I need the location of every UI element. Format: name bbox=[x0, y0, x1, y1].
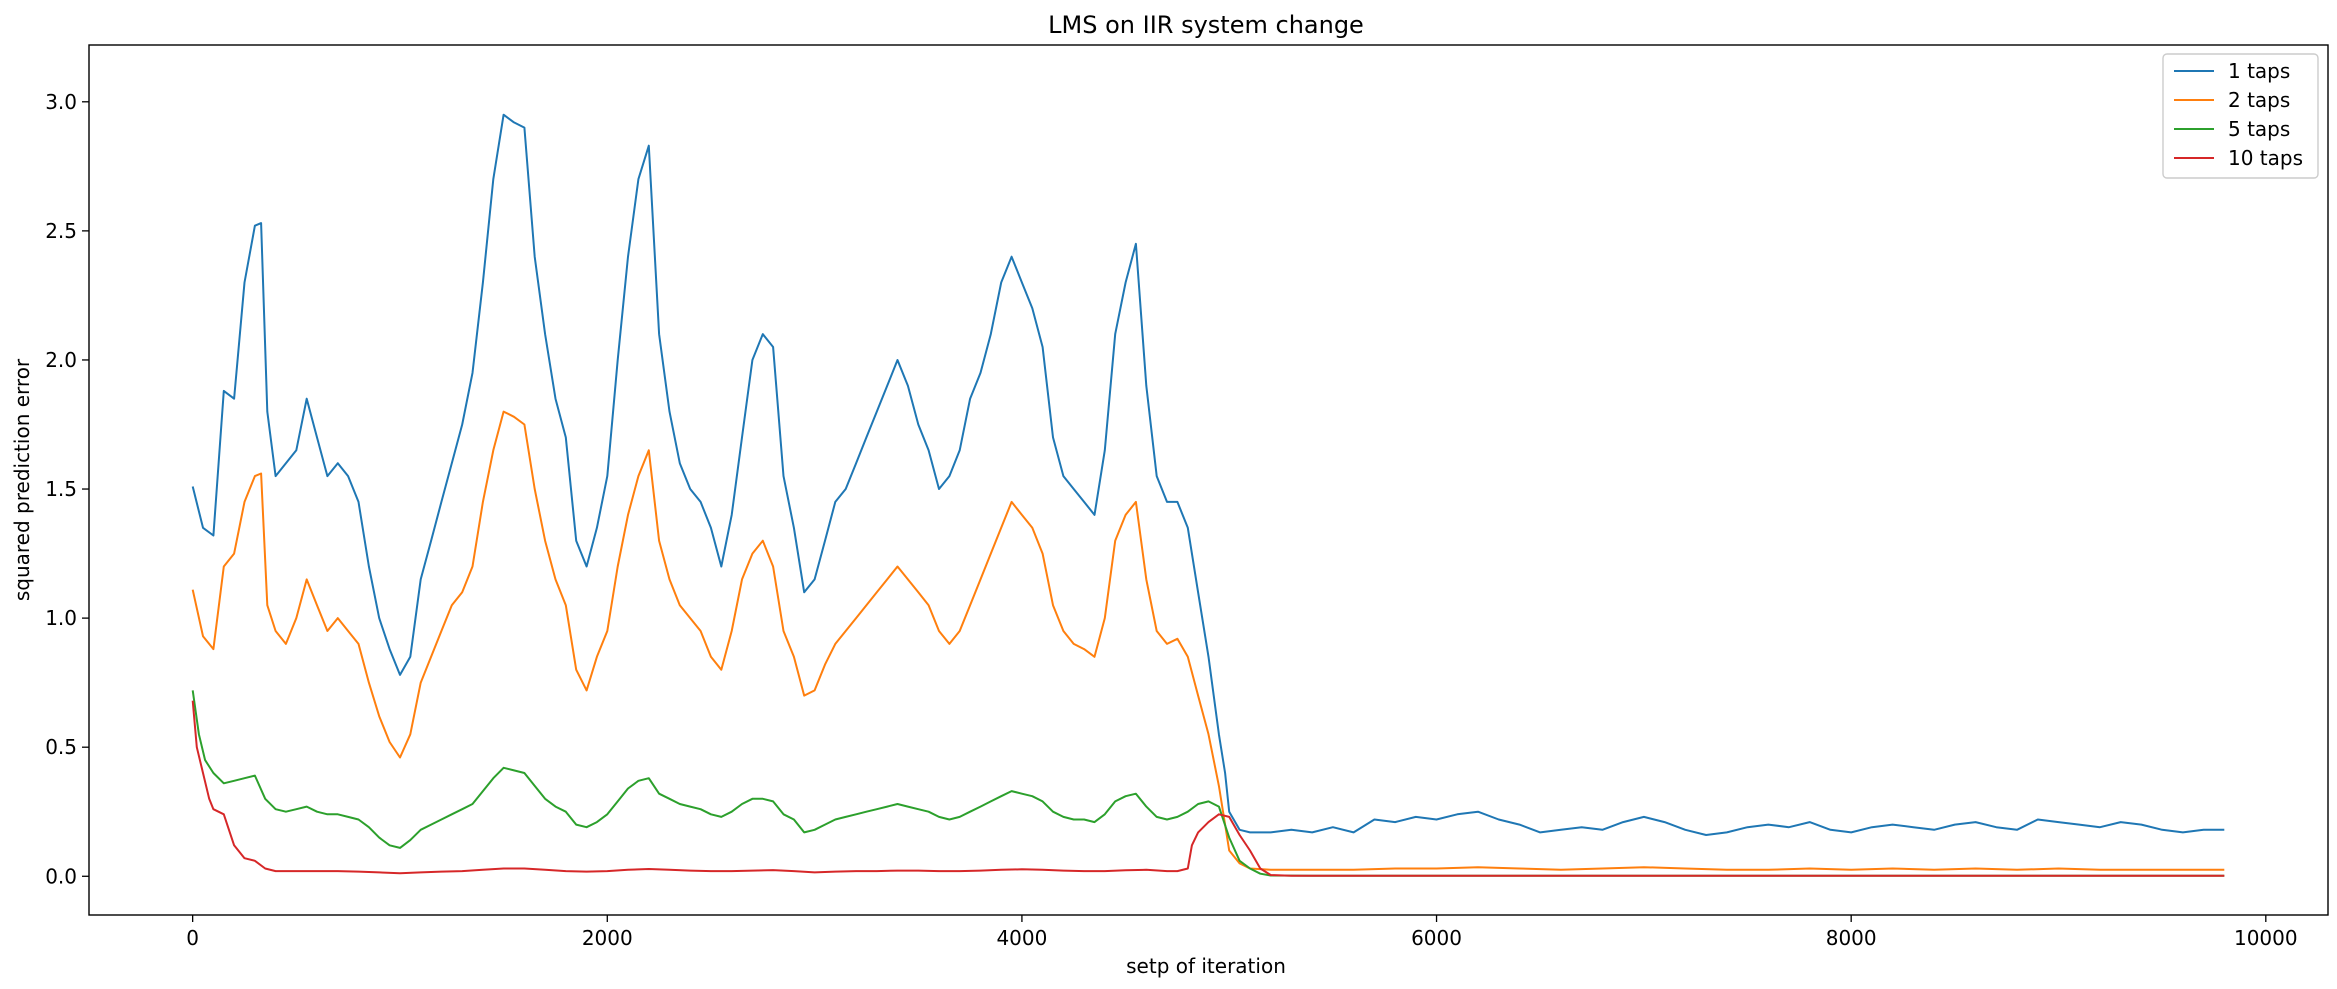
legend-items: 1 taps 2 taps 5 taps 10 taps bbox=[2174, 59, 2303, 170]
x-tick-label: 10000 bbox=[2234, 926, 2298, 950]
legend-label-4: 10 taps bbox=[2228, 146, 2303, 170]
series-line-1 bbox=[191, 113, 2225, 836]
legend-label-1: 1 taps bbox=[2228, 59, 2290, 83]
legend-label-2: 2 taps bbox=[2228, 88, 2290, 112]
y-axis-ticks: 0.0 0.5 1.0 1.5 2.0 2.5 3.0 bbox=[45, 90, 89, 888]
series-line-4 bbox=[191, 700, 2225, 877]
x-tick-label: 8000 bbox=[1826, 926, 1877, 950]
y-tick-label: 1.0 bbox=[45, 606, 77, 630]
legend-box bbox=[2162, 53, 2319, 179]
series-line-3 bbox=[191, 690, 2225, 877]
legend-label-3: 5 taps bbox=[2228, 117, 2290, 141]
x-tick-label: 2000 bbox=[582, 926, 633, 950]
y-tick-label: 1.5 bbox=[45, 477, 77, 501]
legend: 1 taps 2 taps 5 taps 10 taps bbox=[2162, 53, 2319, 179]
x-tick-label: 0 bbox=[186, 926, 199, 950]
series-line-2 bbox=[191, 410, 2225, 871]
chart-title: LMS on IIR system change bbox=[1048, 11, 1364, 39]
x-axis-label: setp of iteration bbox=[1126, 954, 1286, 978]
y-tick-label: 3.0 bbox=[45, 90, 77, 114]
x-axis-ticks: 0 2000 4000 6000 8000 10000 bbox=[186, 915, 2298, 950]
x-tick-label: 6000 bbox=[1411, 926, 1462, 950]
y-axis-label: squared prediction error bbox=[10, 358, 34, 601]
y-tick-label: 0.5 bbox=[45, 735, 77, 759]
series-layer bbox=[191, 113, 2225, 877]
y-tick-label: 2.5 bbox=[45, 219, 77, 243]
plot-frame bbox=[88, 44, 2329, 916]
x-tick-label: 4000 bbox=[996, 926, 1047, 950]
y-tick-label: 2.0 bbox=[45, 348, 77, 372]
y-tick-label: 0.0 bbox=[45, 864, 77, 888]
